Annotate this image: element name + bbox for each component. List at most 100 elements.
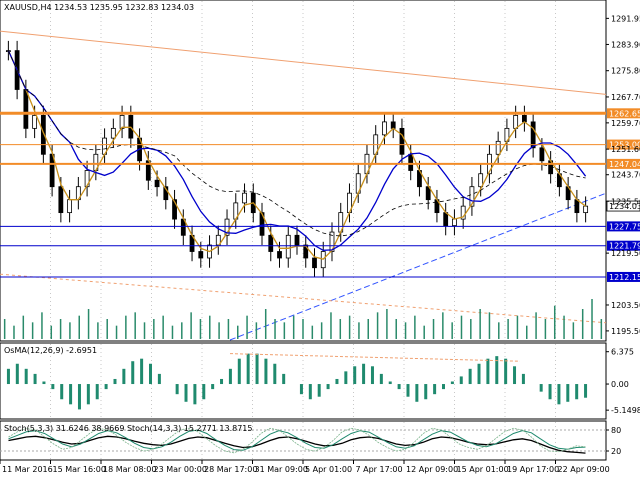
level-tag-label: 1221.79 [609, 242, 640, 251]
time-tick-label: 5 Apr 01:00 [305, 465, 352, 474]
price-tick-label: 1195.50 [611, 327, 640, 336]
osma-trend-line [229, 353, 521, 362]
price-axis: 1291.95 1283.90 1275.80 1267.70 1259.70 1251.… [606, 14, 640, 336]
time-tick-label: 28 Mar 17:00 [204, 465, 257, 474]
candle-body [268, 234, 274, 252]
stochastic-lines [0, 427, 606, 454]
candle-body [119, 115, 125, 129]
stoch-slow-line [8, 429, 586, 451]
price-tick-label: 1219.50 [611, 249, 640, 258]
symbol-info: XAUUSD,H4 1234.53 1235.95 1232.83 1234.0… [4, 3, 194, 12]
candle-body [303, 244, 309, 259]
candle-body [399, 127, 405, 155]
price-tick-label: 1259.70 [611, 119, 640, 128]
price-tick-label: 1235.50 [611, 197, 640, 206]
current-price-tag [606, 200, 640, 212]
candle-body [294, 234, 300, 246]
main-pane-frame [0, 0, 607, 342]
osma-tick-label: -5.1498 [611, 406, 640, 415]
price-tick-label: 1283.90 [611, 40, 640, 49]
time-tick-label: 18 Mar 08:00 [103, 465, 156, 474]
candle-body [408, 153, 414, 171]
price-levels[interactable]: 1262.65 1253.00 1247.04 1227.75 1221.79 1212.… [0, 108, 640, 282]
price-series [5, 40, 589, 278]
stoch-fast-line [8, 427, 586, 454]
osma-tick-label: 0.00 [611, 380, 629, 389]
time-tick-label: 7 Apr 17:00 [356, 465, 403, 474]
candle-body [460, 205, 466, 220]
candle-body [23, 89, 29, 129]
osma-label: OsMA(12,26,9) -2.6951 [4, 346, 97, 355]
candle-body [539, 147, 545, 162]
osma-axis: 6.375 0.00 -5.1498 [606, 348, 640, 415]
price-tick-label: 1291.95 [611, 14, 640, 23]
candle-body [495, 140, 501, 155]
candle-body [469, 186, 475, 207]
candle-body [329, 231, 335, 252]
price-tick-label: 1251.60 [611, 145, 640, 154]
candle-body [583, 205, 589, 214]
stoch14-line [8, 435, 586, 454]
level-tag-label: 1212.15 [609, 273, 640, 282]
level-tag [607, 271, 640, 282]
support-trend-line [229, 192, 607, 341]
level-tag [607, 108, 640, 119]
candle-body [58, 186, 64, 214]
candle-body [382, 121, 387, 136]
candle-body [67, 199, 72, 214]
price-tick-label: 1203.50 [611, 301, 640, 310]
time-tick-label: 15 Apr 01:00 [457, 465, 509, 474]
time-tick-label: 22 Apr 09:00 [558, 465, 610, 474]
level-tag-label: 1247.04 [609, 160, 640, 169]
candle-body [40, 115, 46, 155]
price-tick-label: 1275.80 [611, 67, 640, 76]
time-tick-label: 23 Mar 00:00 [154, 465, 207, 474]
trend-lines [0, 30, 607, 341]
candle-body [478, 173, 484, 188]
osma-tick-label: 6.375 [611, 348, 634, 357]
level-tag-label: 1262.65 [609, 109, 640, 118]
candle-body [224, 218, 230, 236]
price-tick-label: 1243.70 [611, 171, 640, 180]
candle-body [277, 251, 282, 259]
candle-body [513, 115, 519, 129]
candle-body [574, 199, 580, 214]
level-tag-label: 1253.00 [609, 141, 640, 150]
time-tick-label: 12 Apr 09:00 [406, 465, 458, 474]
candle-body [522, 115, 527, 123]
candle-body [259, 212, 265, 236]
time-tick-label: 11 Mar 2016 [2, 465, 53, 474]
stoch-tick-label: 80 [611, 426, 621, 435]
candle-body [452, 218, 457, 226]
time-tick-label: 19 Apr 17:00 [507, 465, 559, 474]
candle-body [110, 127, 116, 139]
price-tick-label: 1267.70 [611, 93, 640, 102]
candle-body [285, 234, 291, 259]
candle-body [530, 121, 536, 149]
stoch-tick-label: 20 [611, 447, 621, 456]
candle-body [242, 192, 247, 204]
time-tick-label: 31 Mar 09:00 [255, 465, 308, 474]
candle-body [443, 212, 449, 226]
ma-mid-line [7, 50, 587, 251]
level-tag [607, 139, 640, 150]
candle-body [390, 121, 396, 129]
ma-slow-line [8, 50, 586, 237]
osma-histogram [6, 353, 588, 410]
level-tag-label: 1227.75 [609, 222, 640, 231]
volume-bars [3, 299, 603, 339]
candle-body [163, 186, 169, 201]
level-tag [607, 158, 640, 169]
stochastic-axis: 80 20 [606, 426, 621, 456]
lower-channel-line [0, 273, 607, 324]
candle-body [312, 257, 317, 269]
candle-body [172, 199, 177, 220]
candle-body [198, 251, 204, 259]
current-price-label: 1234.03 [609, 202, 640, 211]
candle-body [32, 115, 38, 129]
candle-body [154, 179, 160, 188]
level-tag [607, 240, 640, 251]
resistance-trend-line [0, 30, 607, 95]
